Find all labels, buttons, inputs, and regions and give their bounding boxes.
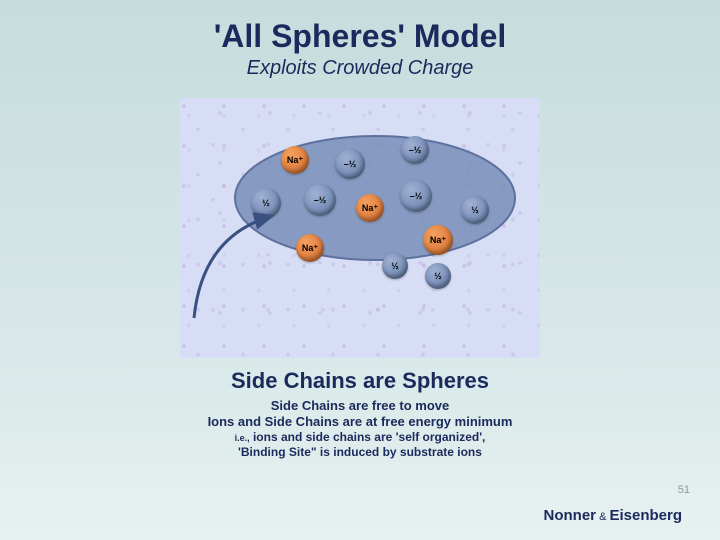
body-line-3-prefix: i.e., [235,433,250,443]
spheres-diagram: Na⁺–½–½½–½Na⁺–½½Na⁺Na⁺½½ [180,98,540,358]
sphere: –½ [304,184,336,216]
body-line-2: Ions and Side Chains are at free energy … [0,414,720,429]
sphere: –½ [335,149,365,179]
credit-author-2: Eisenberg [609,507,682,524]
body-line-4: 'Binding Site" is induced by substrate i… [0,445,720,459]
credits: Nonner & Eisenberg [544,507,682,524]
body-line-1: Side Chains are free to move [0,398,720,413]
sphere: –½ [400,180,432,212]
membrane-ellipse [180,98,540,358]
page-number: 51 [678,484,690,496]
credit-author-1: Nonner [544,507,597,524]
credit-ampersand: & [596,511,609,523]
sphere: Na⁺ [356,194,384,222]
sphere: ½ [425,263,451,289]
bottom-heading: Side Chains are Spheres [0,368,720,394]
body-line-3-rest: ions and side chains are 'self organized… [250,430,486,444]
sphere: Na⁺ [296,234,324,262]
body-line-3: i.e., ions and side chains are 'self org… [0,430,720,444]
sphere: ½ [382,253,408,279]
sphere: Na⁺ [423,225,453,255]
sphere: –½ [401,136,429,164]
sphere: ½ [461,196,489,224]
sphere: ½ [251,188,281,218]
page-subtitle: Exploits Crowded Charge [0,57,720,80]
page-title: 'All Spheres' Model [0,0,720,55]
sphere: Na⁺ [281,146,309,174]
